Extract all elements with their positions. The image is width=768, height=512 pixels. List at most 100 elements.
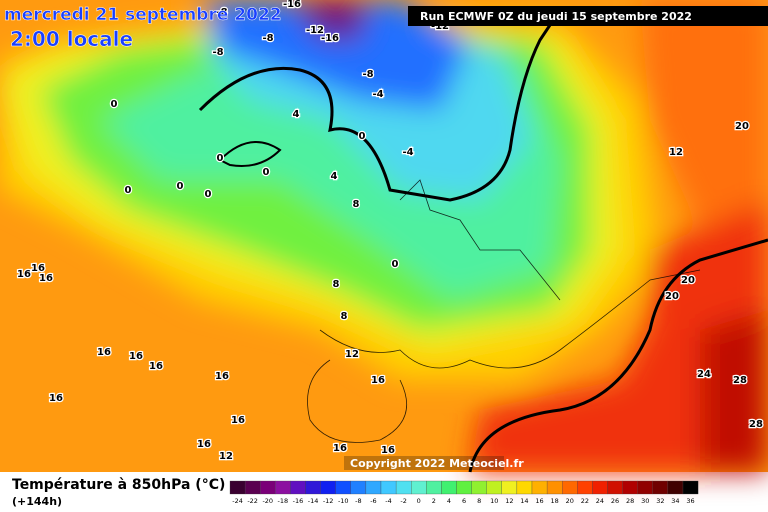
contour-label: -4 — [372, 89, 383, 100]
scale-label: 0 — [417, 497, 421, 505]
scale-label: -14 — [308, 497, 319, 505]
scale-cell — [652, 480, 669, 495]
scale-cell — [290, 480, 306, 495]
contour-label: 0 — [205, 189, 212, 200]
coastlines — [307, 179, 701, 443]
contour-label: 16 — [371, 375, 385, 386]
scale-label: 16 — [535, 497, 543, 505]
scale-cell — [486, 480, 502, 495]
scale-cell — [531, 480, 548, 495]
contour-label: -4 — [402, 147, 413, 158]
contour-label: -8 — [216, 7, 227, 18]
scale-cell — [335, 480, 351, 495]
scale-cell — [320, 480, 336, 495]
scale-cell — [516, 480, 533, 495]
contour-label: 16 — [215, 371, 229, 382]
scale-label: 8 — [477, 497, 481, 505]
contour-label: 12 — [219, 451, 233, 462]
run-info: Run ECMWF 0Z du jeudi 15 septembre 2022 — [420, 10, 692, 23]
scale-label: -18 — [278, 497, 289, 505]
scale-cell — [682, 480, 699, 495]
contour-label: 20 — [665, 291, 679, 302]
scale-cell — [244, 480, 261, 495]
contour-label: -16 — [283, 0, 301, 10]
scale-label: 12 — [505, 497, 513, 505]
scale-label: 4 — [447, 497, 451, 505]
map-time: 2:00 locale — [10, 27, 133, 51]
scale-label: -12 — [323, 497, 334, 505]
scale-label: 28 — [626, 497, 634, 505]
contour-label: 0 — [392, 259, 399, 270]
contour-label: 16 — [31, 263, 45, 274]
contour-label: 28 — [749, 419, 763, 430]
contour-label: 0 — [359, 131, 366, 142]
contour-label: 0 — [217, 153, 224, 164]
scale-label: 20 — [566, 497, 574, 505]
scale-cell — [229, 480, 246, 495]
scale-cell — [380, 480, 397, 495]
scale-label: 36 — [686, 497, 694, 505]
scale-label: 10 — [490, 497, 498, 505]
contour-label: 16 — [129, 351, 143, 362]
scale-label: 26 — [611, 497, 619, 505]
contour-label: 8 — [341, 311, 348, 322]
scale-label: -22 — [247, 497, 258, 505]
scale-cell — [637, 480, 653, 495]
scale-label: -10 — [338, 497, 349, 505]
contour-label: 12 — [345, 349, 359, 360]
scale-cell — [667, 480, 684, 495]
legend-title: Température à 850hPa (°C) — [12, 477, 225, 493]
scale-label: 22 — [581, 497, 589, 505]
scale-label: 30 — [641, 497, 649, 505]
scale-label: -2 — [400, 497, 406, 505]
scale-cell — [546, 480, 563, 495]
contour-label: 24 — [697, 369, 711, 380]
scale-cell — [260, 480, 276, 495]
scale-cell — [275, 480, 291, 495]
contour-label: 16 — [39, 273, 53, 284]
contour-label: 4 — [331, 171, 338, 182]
scale-cell — [426, 480, 442, 495]
contour-label: -16 — [321, 33, 339, 44]
scale-label: -8 — [355, 497, 361, 505]
scale-cell — [471, 480, 487, 495]
copyright-bg — [344, 456, 504, 470]
scale-label: -20 — [262, 497, 273, 505]
contour-label: 16 — [49, 393, 63, 404]
scale-cell — [395, 480, 412, 495]
scale-label: 14 — [520, 497, 528, 505]
scale-cell — [501, 480, 518, 495]
contour-label: 0 — [111, 99, 118, 110]
scale-cell — [607, 480, 623, 495]
scale-cell — [456, 480, 472, 495]
temperature-field — [0, 0, 768, 472]
contour-lines — [198, 9, 768, 473]
contour-label: 8 — [353, 199, 360, 210]
contour-label: 16 — [381, 445, 395, 456]
scale-label: 2 — [432, 497, 436, 505]
contour-label: 20 — [681, 275, 695, 286]
contour-label: 20 — [735, 121, 749, 132]
contour-label: 28 — [733, 375, 747, 386]
scale-cell — [592, 480, 608, 495]
contour-label: 12 — [669, 147, 683, 158]
scale-label: 32 — [656, 497, 664, 505]
scale-label: 6 — [462, 497, 466, 505]
run-box — [408, 6, 768, 26]
contour-label: 0 — [125, 185, 132, 196]
copyright: Copyright 2022 Meteociel.fr — [350, 457, 524, 470]
map-date: mercredi 21 septembre 2022 — [4, 5, 282, 25]
scale-label: 24 — [596, 497, 604, 505]
contour-label: 8 — [333, 279, 340, 290]
legend-lead: (+144h) — [12, 495, 62, 508]
scale-label: 34 — [671, 497, 679, 505]
contour-label: 0 — [177, 181, 184, 192]
contour-label: 0 — [263, 167, 270, 178]
scale-cell — [305, 480, 321, 495]
contour-label: 16 — [197, 439, 211, 450]
contour-label: 16 — [97, 347, 111, 358]
contour-label: 16 — [17, 269, 31, 280]
scale-cell — [622, 480, 638, 495]
